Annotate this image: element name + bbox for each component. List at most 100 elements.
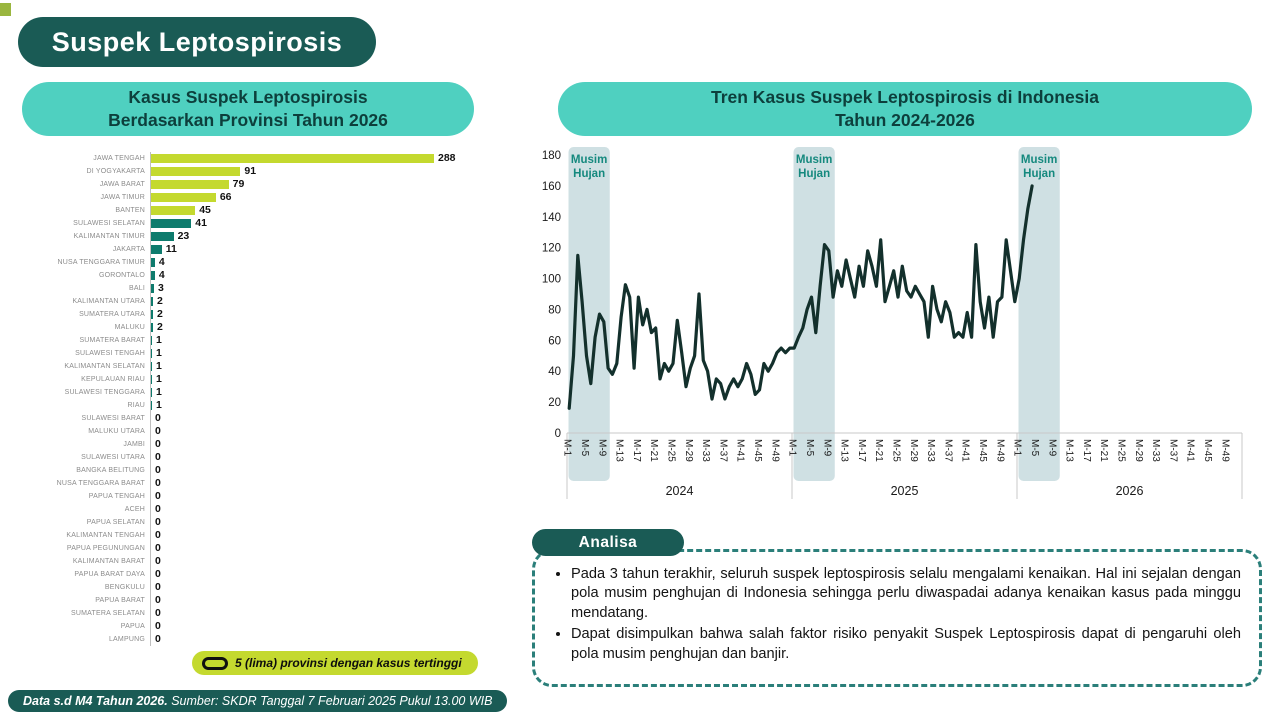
bar-category-label: JAWA TENGAH <box>93 155 145 162</box>
x-axis-tick-label: M-29 <box>683 439 694 462</box>
x-axis-tick-label: M-9 <box>1046 439 1057 457</box>
bar-row: SULAWESI SELATAN 41 <box>10 217 484 230</box>
bar-value-label: 0 <box>155 516 161 529</box>
bar-value-label: 0 <box>155 633 161 646</box>
bar-value-label: 0 <box>155 412 161 425</box>
x-axis-tick-label: M-45 <box>1202 439 1213 462</box>
bar-category-label: BANGKA BELITUNG <box>76 467 145 474</box>
bar-value-label: 23 <box>177 230 190 243</box>
bar <box>151 257 155 268</box>
bar-chart-title-line1: Kasus Suspek Leptospirosis <box>128 86 368 107</box>
bar-track: 288 <box>150 152 484 165</box>
bar-track: 0 <box>150 581 484 594</box>
bar-row: BANGKA BELITUNG 0 <box>10 464 484 477</box>
bar-track: 1 <box>150 347 484 360</box>
bar-chart-title-line2: Berdasarkan Provinsi Tahun 2026 <box>108 110 388 130</box>
x-axis-tick-label: M-33 <box>1150 439 1161 462</box>
bar-category-label: MALUKU UTARA <box>88 428 145 435</box>
x-axis-tick-label: M-17 <box>1081 439 1092 462</box>
bar-chart-title: Kasus Suspek Leptospirosis Berdasarkan P… <box>22 82 474 136</box>
bar-row: DI YOGYAKARTA 91 <box>10 165 484 178</box>
x-axis-tick-label: M-9 <box>821 439 832 457</box>
bar-value-label: 3 <box>157 282 164 295</box>
bar-track: 0 <box>150 607 484 620</box>
x-axis-tick-label: M-21 <box>873 439 884 462</box>
analysis-bullet: Pada 3 tahun terakhir, seluruh suspek le… <box>571 565 1241 623</box>
bar-category-label: GORONTALO <box>98 272 145 279</box>
x-axis-tick-label: M-37 <box>942 439 953 462</box>
corner-accent <box>0 3 11 16</box>
bar-value-label: 2 <box>156 321 163 334</box>
bar-value-label: 0 <box>155 464 161 477</box>
y-axis-tick-label: 0 <box>555 428 561 440</box>
x-axis-tick-label: M-41 <box>735 439 746 462</box>
bar <box>151 218 192 229</box>
bar-category-label: PAPUA <box>120 623 145 630</box>
analysis-bullet: Dapat disimpulkan bahwa salah faktor ris… <box>571 625 1241 664</box>
bar-track: 41 <box>150 217 484 230</box>
bar <box>151 374 152 385</box>
legend-label: 5 (lima) provinsi dengan kasus tertinggi <box>235 656 462 670</box>
x-axis-tick-label: M-1 <box>1012 439 1023 457</box>
bar-value-label: 0 <box>155 529 161 542</box>
province-bar-chart: JAWA TENGAH 288 DI YOGYAKARTA 91 JAWA BARAT 7… <box>10 152 484 646</box>
bar-category-label: BANTEN <box>115 207 145 214</box>
bar-category-label: JAWA TIMUR <box>100 194 145 201</box>
bar <box>151 387 152 398</box>
trend-chart-title-line1: Tren Kasus Suspek Leptospirosis di Indon… <box>710 86 1100 107</box>
bar-value-label: 0 <box>155 607 161 620</box>
y-axis-tick-label: 160 <box>542 181 561 193</box>
musim-hujan-band <box>1018 147 1060 481</box>
bar-category-label: PAPUA PEGUNUNGAN <box>66 545 145 552</box>
bar <box>151 166 241 177</box>
bar-value-label: 0 <box>155 490 161 503</box>
bar-track: 0 <box>150 451 484 464</box>
y-axis-tick-label: 20 <box>548 397 561 409</box>
musim-hujan-label: Musim Hujan <box>1021 154 1057 180</box>
bar-value-label: 0 <box>155 542 161 555</box>
bar-track: 0 <box>150 412 484 425</box>
x-axis-tick-label: M-29 <box>908 439 919 462</box>
bar-value-label: 288 <box>438 152 456 165</box>
bar-category-label: PAPUA BARAT DAYA <box>74 571 145 578</box>
y-axis-tick-label: 120 <box>542 243 561 255</box>
bar-track: 4 <box>150 269 484 282</box>
bar-track: 0 <box>150 516 484 529</box>
bar-row: SUMATERA SELATAN 0 <box>10 607 484 620</box>
trend-chart-title-line2: Tahun 2024-2026 <box>835 110 975 130</box>
bar-value-label: 1 <box>155 347 162 360</box>
bar <box>151 309 153 320</box>
bar-category-label: PAPUA TENGAH <box>88 493 145 500</box>
bar-track: 1 <box>150 360 484 373</box>
x-axis-tick-label: M-37 <box>1167 439 1178 462</box>
bar <box>151 205 196 216</box>
bar-track: 45 <box>150 204 484 217</box>
year-label: 2026 <box>1116 484 1144 498</box>
bar-category-label: JAMBI <box>123 441 145 448</box>
bar-track: 1 <box>150 334 484 347</box>
bar <box>151 153 434 164</box>
y-axis-tick-label: 60 <box>548 335 561 347</box>
bar-track: 0 <box>150 503 484 516</box>
bar-track: 0 <box>150 425 484 438</box>
bar-track: 2 <box>150 321 484 334</box>
bar-track: 0 <box>150 490 484 503</box>
x-axis-tick-label: M-17 <box>856 439 867 462</box>
x-axis-tick-label: M-49 <box>769 439 780 462</box>
bar-category-label: MALUKU <box>114 324 145 331</box>
bar-track: 0 <box>150 477 484 490</box>
analysis-header: Analisa <box>532 529 684 556</box>
x-axis-tick-label: M-13 <box>1064 439 1075 462</box>
bar-value-label: 1 <box>155 399 162 412</box>
bar-row: BALI 3 <box>10 282 484 295</box>
bar-track: 0 <box>150 594 484 607</box>
bar-row: SUMATERA UTARA 2 <box>10 308 484 321</box>
bar-row: MALUKU UTARA 0 <box>10 425 484 438</box>
bar-row: BANTEN 45 <box>10 204 484 217</box>
x-axis-tick-label: M-1 <box>787 439 798 457</box>
bar-value-label: 0 <box>155 477 161 490</box>
y-axis-tick-label: 100 <box>542 274 561 286</box>
bar-category-label: KALIMANTAN TENGAH <box>66 532 145 539</box>
x-axis-tick-label: M-9 <box>596 439 607 457</box>
bar-track: 1 <box>150 386 484 399</box>
